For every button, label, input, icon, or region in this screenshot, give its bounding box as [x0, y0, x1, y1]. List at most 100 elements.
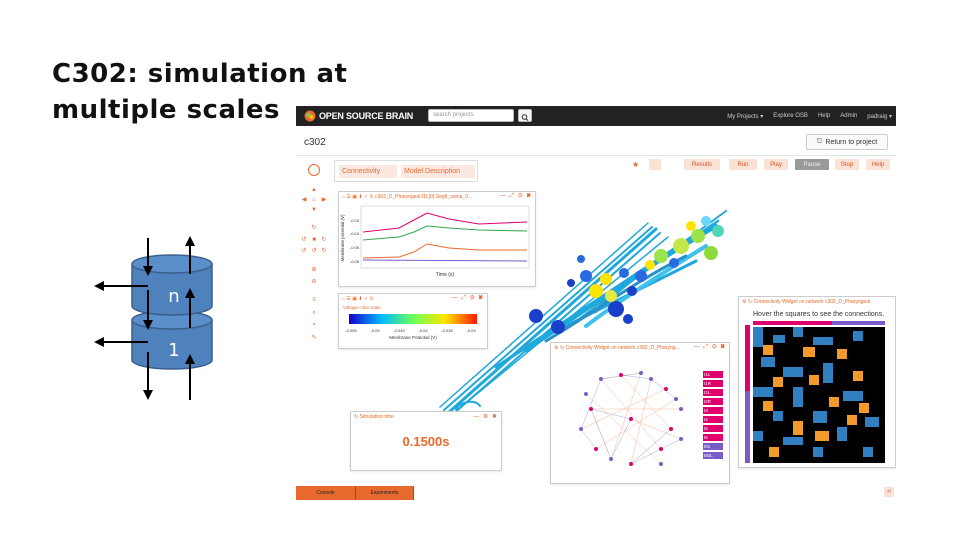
osb-screenshot: OPEN SOURCE BRAIN search projects My Pro… [296, 106, 896, 500]
diagram-arrows [94, 236, 195, 400]
rotate-down-right-icon[interactable]: ↻ [321, 248, 327, 254]
legend-i5: I5 [703, 425, 723, 432]
scale-tick-6: -0.03 [466, 328, 476, 333]
project-title: c302 [304, 137, 326, 148]
rotate-right-icon[interactable]: ↻ [321, 237, 327, 243]
scale-tick-2: -0.05 [370, 328, 380, 333]
trace-pink [362, 212, 528, 233]
scale-tick-4: -0.04 [418, 328, 428, 333]
connectivity-graph-panel: ⚙ ↻ Connectivity Widget on network c302_… [550, 342, 730, 484]
nav-explore[interactable]: Explore OSB [773, 113, 808, 119]
connectivity-matrix[interactable] [753, 327, 885, 463]
sim-time-title: Simulation time [359, 414, 394, 420]
connectivity-matrix-panel: ⚙ ↻ Connectivity Widget on network c302_… [738, 296, 896, 468]
rotate-left-icon[interactable]: ↺ [301, 237, 307, 243]
matrix-col-legend [753, 321, 885, 325]
legend-i1r: I1R [703, 380, 723, 387]
sim-time-head: ↻ Simulation time [354, 414, 394, 420]
conn-matrix-subtitle: Hover the squares to see the connections… [753, 311, 885, 318]
legend-i1l: I1L [703, 371, 723, 378]
pause-label: Pause [803, 161, 821, 168]
gear-icon[interactable] [308, 164, 320, 176]
trace-green [362, 225, 528, 241]
scale-tick-3: -0.045 [393, 328, 405, 333]
trace-purple [362, 259, 528, 262]
search-small-icon[interactable]: ⌕ [312, 310, 316, 316]
experiments-tab[interactable]: Experiments [356, 486, 414, 500]
legend-i2l: I2L [703, 389, 723, 396]
tab-connectivity-label: Connectivity [342, 168, 381, 175]
legend-i2r: I2R [703, 398, 723, 405]
multiscale-cylinder-diagram: n 1 [94, 236, 213, 400]
nav-help[interactable]: Help [817, 113, 831, 119]
pan-left-icon[interactable]: ◀ [301, 197, 307, 203]
zoom-out-icon[interactable]: ⊖ [311, 279, 317, 285]
3d-model-canvas[interactable] [436, 201, 746, 426]
reset-icon[interactable]: ↺ [311, 248, 317, 254]
plot-window-controls[interactable]: — ⤢ ⚙ ✖ [499, 193, 532, 199]
pan-down-icon[interactable]: ▼ [311, 207, 317, 213]
camera-icon[interactable]: ■ [312, 237, 316, 243]
tab-connectivity[interactable]: Connectivity [339, 165, 397, 178]
star-icon[interactable]: ★ [632, 160, 640, 169]
search-button[interactable] [518, 109, 532, 122]
list-icon[interactable]: ≡ [312, 297, 316, 303]
slide-title-line1: C302: simulation at [52, 59, 348, 89]
trace-orange [362, 243, 527, 259]
download-icon[interactable] [649, 159, 661, 170]
plot-panel: ⌂ ☰ ▣ ⬇ ✓ ↻ c302_D_Pharyngeal.I1L[0].Seg… [338, 191, 536, 287]
results-button[interactable]: Results [684, 159, 720, 170]
conn-matrix-title: Connectivity Widget on network c302_D_Ph… [753, 299, 871, 305]
nav-user[interactable]: padraig ▾ [867, 113, 892, 120]
simulation-time-panel: ↻ Simulation time — ⚙ ✖ 0.1500s [350, 411, 502, 471]
return-to-project-button[interactable]: ⎋ Return to project [806, 134, 888, 150]
search-icon [521, 114, 529, 121]
search-input[interactable]: search projects [428, 109, 514, 122]
run-button[interactable]: Run [729, 159, 757, 170]
rotate-icon[interactable]: ↻ [311, 225, 317, 231]
connectivity-graph[interactable] [571, 369, 691, 469]
matrix-row-legend [745, 325, 750, 463]
plot-ylabel: Membrane potential (V) [340, 214, 345, 262]
slide-title: C302: simulation at multiple scales [52, 56, 348, 128]
bottom-bar: Console Experiments [296, 486, 414, 500]
nav-admin[interactable]: Admin [840, 113, 858, 119]
ytick-2: -0.04 [350, 231, 360, 236]
conn-graph-window-controls[interactable]: — ⤢ ⚙ ✖ [693, 344, 726, 350]
color-scale-window-controls[interactable]: — ⤢ ⚙ ✖ [451, 295, 484, 301]
pan-right-icon[interactable]: ▶ [321, 197, 327, 203]
brain-logo-icon [304, 110, 316, 122]
home-icon[interactable]: ⌂ [312, 197, 316, 203]
tabs-box: Connectivity Model Description [334, 160, 478, 182]
color-scale-panel-head: ⌂ ☰ ▣ ⬇ ✓ ↻ [342, 296, 374, 302]
sim-time-window-controls[interactable]: — ⚙ ✖ [473, 414, 498, 420]
brand[interactable]: OPEN SOURCE BRAIN [304, 109, 413, 123]
scale-label: Membrane Potential (V) [389, 335, 437, 340]
legend-m1: M1 [703, 443, 723, 450]
nav-my-projects[interactable]: My Projects ▾ [727, 113, 764, 120]
rotate-down-left-icon[interactable]: ↺ [301, 248, 307, 254]
plot-title-text: c302_D_Pharyngeal.I1L[0].SegII_soma_0... [375, 194, 473, 200]
stop-button[interactable]: Stop [835, 159, 859, 170]
cylinder-label-1: 1 [168, 340, 179, 361]
console-tab[interactable]: Console [296, 486, 356, 500]
play-label: Play [770, 161, 782, 168]
divider [296, 155, 896, 156]
share-icon[interactable]: ⋖ [884, 487, 894, 497]
help-button[interactable]: Help [866, 159, 890, 170]
ytick-1: -0.03 [350, 218, 360, 223]
scale-tick-5: -0.035 [441, 328, 453, 333]
top-nav-menu: My Projects ▾ Explore OSB Help Admin pad… [727, 106, 892, 126]
slide-title-line2: multiple scales [52, 95, 281, 125]
terminal-icon[interactable]: ▪ [312, 322, 316, 328]
scale-tick-1: -0.055 [345, 328, 357, 333]
pause-button[interactable]: Pause [795, 159, 829, 170]
return-icon: ⎋ [816, 138, 823, 145]
zoom-in-icon[interactable]: ⊕ [311, 267, 317, 273]
play-button[interactable]: Play [764, 159, 788, 170]
brush-icon[interactable]: ✎ [311, 335, 317, 341]
legend-i3: I3 [703, 407, 723, 414]
stop-label: Stop [840, 161, 854, 168]
tab-model-description[interactable]: Model Description [401, 165, 475, 178]
pan-up-icon[interactable]: ▲ [311, 187, 317, 193]
